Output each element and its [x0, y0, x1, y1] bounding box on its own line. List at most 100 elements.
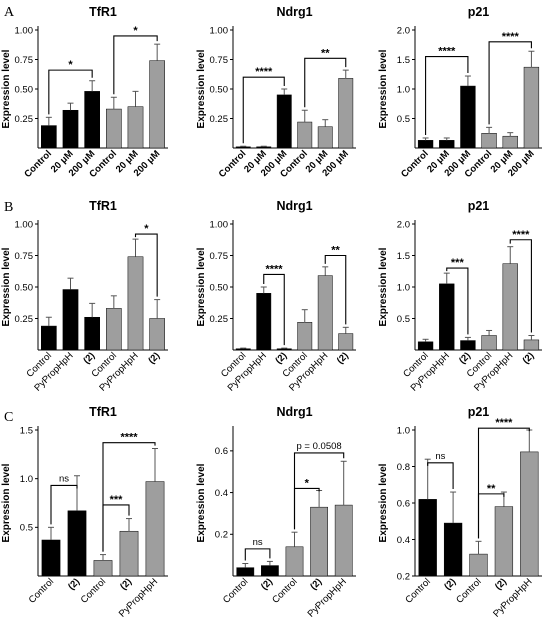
- bar-20-m: [256, 146, 272, 149]
- significance-bracket: [324, 254, 347, 325]
- significance-label: ****: [255, 66, 273, 78]
- significance-label: *: [68, 59, 73, 71]
- bar-2: [276, 348, 292, 351]
- bar-20-m: [439, 140, 455, 149]
- bar-200-m: [338, 78, 354, 149]
- y-axis-label: Expression level: [196, 463, 207, 542]
- significance-label: ****: [512, 229, 530, 241]
- bar-control: [106, 108, 122, 149]
- bar-control: [235, 348, 251, 351]
- panel-label-c: C: [4, 410, 13, 425]
- chart-a-tfr1: TfR1 Expression level 0.25 0.50 0.75 1.00 Cont…: [1, 5, 168, 180]
- y-tick-label: 2.0: [397, 25, 410, 36]
- significance-label: *: [133, 25, 138, 37]
- y-tick-label: 1.5: [397, 251, 410, 262]
- x-tick-label: (2): [457, 350, 473, 366]
- y-axis-label: Expression level: [378, 463, 389, 542]
- bar-pyprophph: [520, 451, 539, 577]
- significance-bracket: [113, 35, 158, 95]
- significance-label: ****: [265, 263, 283, 275]
- bar-20-m: [502, 135, 518, 149]
- y-tick-label: 1.0: [397, 425, 410, 436]
- bar-control: [93, 560, 113, 577]
- significance-label: ns: [59, 473, 69, 484]
- significance-label: **: [331, 245, 340, 257]
- x-tick-label: (2): [66, 576, 82, 592]
- significance-bracket: [263, 273, 285, 346]
- bar-2: [67, 510, 87, 577]
- y-tick-label: 2.0: [397, 219, 410, 230]
- bar-2: [119, 530, 139, 577]
- bar-200-m: [84, 91, 101, 149]
- significance-bracket: [477, 427, 530, 539]
- y-tick-label: 0.75: [15, 55, 34, 66]
- y-tick-label: 0.50: [210, 84, 229, 95]
- chart-title: TfR1: [89, 5, 117, 19]
- y-axis-label: Expression level: [1, 463, 12, 542]
- x-tick-label: (2): [442, 576, 458, 592]
- bar-pyprophph: [439, 283, 455, 351]
- y-tick-label: 0.5: [397, 114, 410, 125]
- y-tick-label: 0.4: [397, 535, 410, 546]
- bar-pyprophph: [62, 289, 79, 351]
- significance-bracket: [244, 548, 271, 561]
- chart-title: Ndrg1: [276, 405, 312, 419]
- panel-label-b: B: [4, 200, 13, 215]
- chart-c-p21: p21 Expression level 0.2 0.4 0.6 0.8 1.0 Contro…: [378, 405, 542, 620]
- significance-label: ns: [253, 537, 263, 548]
- y-tick-label: 1.00: [210, 219, 229, 230]
- y-tick-label: 0.50: [15, 84, 34, 95]
- y-tick-label: 0.2: [397, 571, 410, 582]
- bar-2: [523, 339, 540, 351]
- y-tick-label: 0.6: [215, 446, 228, 457]
- significance-label: ****: [438, 46, 456, 58]
- bar-2: [460, 340, 476, 351]
- bar-control: [235, 146, 251, 149]
- x-tick-label: Control: [454, 576, 483, 605]
- x-tick-label: (2): [273, 350, 289, 366]
- bar-control: [481, 133, 497, 149]
- y-tick-label: 0.75: [15, 251, 34, 262]
- bar-control: [417, 341, 434, 351]
- y-tick-label: 0.2: [215, 530, 228, 541]
- y-tick-label: 1.0: [397, 282, 410, 293]
- chart-title: Ndrg1: [276, 199, 312, 213]
- bar-2: [261, 565, 279, 577]
- bar-2: [310, 506, 328, 577]
- significance-bracket: [446, 267, 469, 335]
- y-tick-label: 0.5: [20, 523, 33, 534]
- bar-pyprophph: [317, 275, 333, 351]
- significance-bracket: [48, 69, 93, 115]
- y-tick-label: 1.5: [20, 425, 33, 436]
- bar-200-m: [276, 94, 292, 149]
- chart-title: p21: [468, 5, 490, 19]
- x-tick-label: (2): [81, 350, 97, 366]
- bar-control: [297, 121, 313, 149]
- significance-bracket: [242, 76, 285, 144]
- bar-control: [41, 539, 61, 577]
- bar-20-m: [127, 106, 144, 149]
- y-tick-label: 0.5: [397, 314, 410, 325]
- bar-control: [297, 322, 313, 351]
- x-tick-label: (2): [521, 350, 537, 366]
- bar-20-m: [317, 126, 333, 149]
- significance-bracket: [134, 233, 158, 297]
- bar-20-m: [62, 109, 79, 149]
- chart-title: p21: [468, 199, 490, 213]
- y-tick-label: 0.4: [215, 488, 228, 499]
- x-tick-label: Control: [270, 576, 299, 605]
- chart-title: TfR1: [89, 405, 117, 419]
- significance-bracket: [427, 462, 454, 490]
- y-tick-label: 0.75: [210, 55, 229, 66]
- bar-200-m: [460, 85, 476, 149]
- bar-2: [494, 506, 514, 577]
- x-tick-label: Control: [27, 576, 56, 605]
- significance-label: ****: [120, 432, 138, 444]
- x-tick-label: (2): [493, 576, 509, 592]
- x-tick-label: (2): [118, 576, 134, 592]
